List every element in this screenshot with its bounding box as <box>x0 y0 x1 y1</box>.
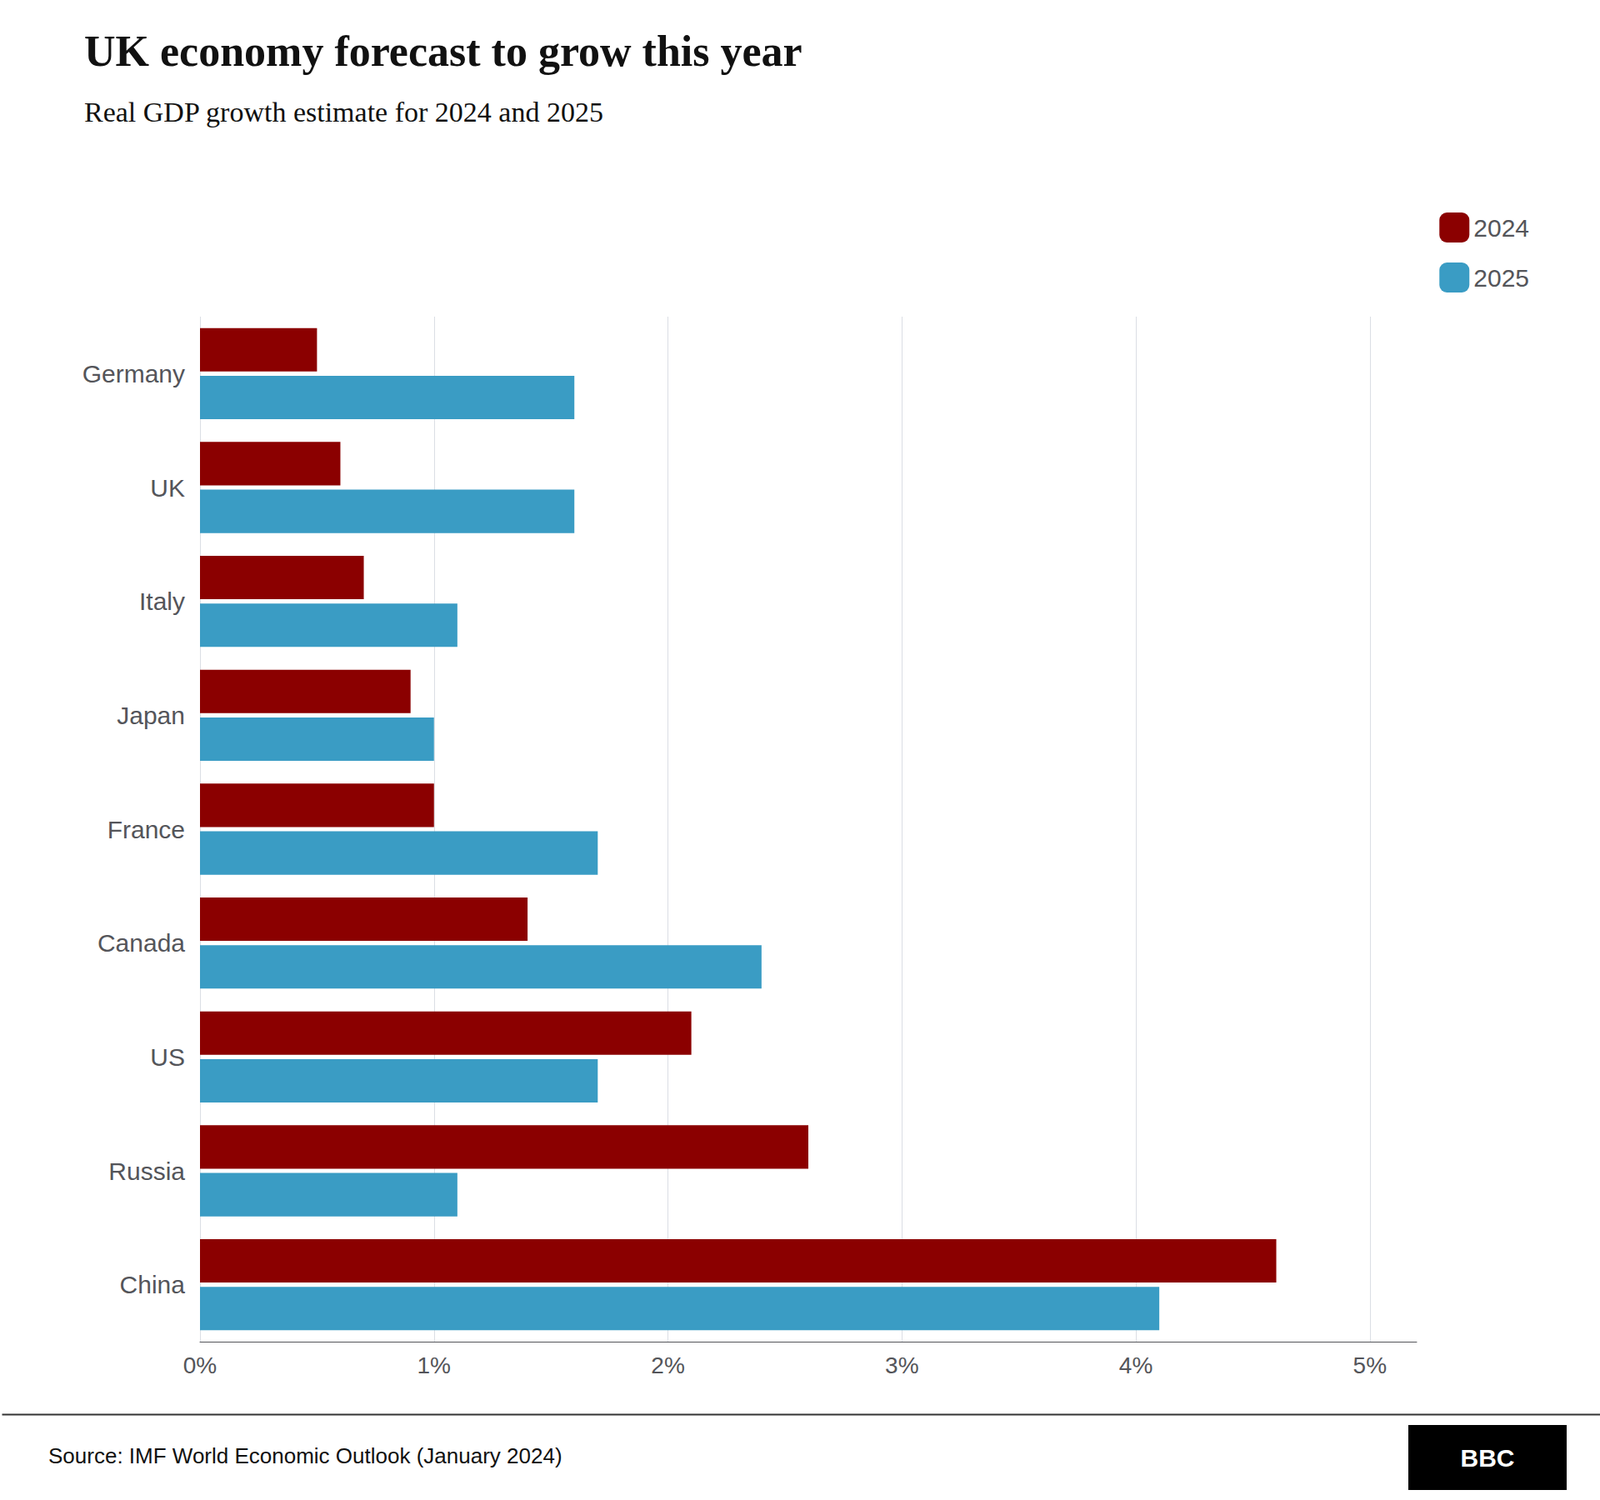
svg-text:Japan: Japan <box>116 701 185 730</box>
svg-text:5%: 5% <box>1353 1352 1387 1379</box>
svg-text:Germany: Germany <box>82 360 185 388</box>
svg-text:Canada: Canada <box>97 929 185 957</box>
svg-text:UK economy forecast to grow th: UK economy forecast to grow this year <box>84 27 803 75</box>
svg-text:2024: 2024 <box>1473 214 1530 242</box>
svg-text:4%: 4% <box>1119 1352 1153 1379</box>
svg-text:2%: 2% <box>650 1352 685 1379</box>
svg-text:Russia: Russia <box>108 1157 185 1185</box>
svg-text:0%: 0% <box>183 1352 217 1379</box>
svg-text:3%: 3% <box>885 1352 919 1379</box>
svg-text:US: US <box>150 1043 185 1071</box>
svg-text:BBC: BBC <box>1460 1444 1515 1472</box>
svg-text:Real GDP growth estimate for 2: Real GDP growth estimate for 2024 and 20… <box>84 96 604 128</box>
svg-text:France: France <box>107 815 185 844</box>
svg-text:China: China <box>120 1270 186 1299</box>
svg-text:2025: 2025 <box>1473 264 1530 292</box>
svg-text:1%: 1% <box>417 1352 451 1379</box>
svg-text:Source: IMF World Economic Out: Source: IMF World Economic Outlook (Janu… <box>48 1443 563 1469</box>
svg-text:Italy: Italy <box>139 587 185 615</box>
svg-text:UK: UK <box>150 474 185 502</box>
